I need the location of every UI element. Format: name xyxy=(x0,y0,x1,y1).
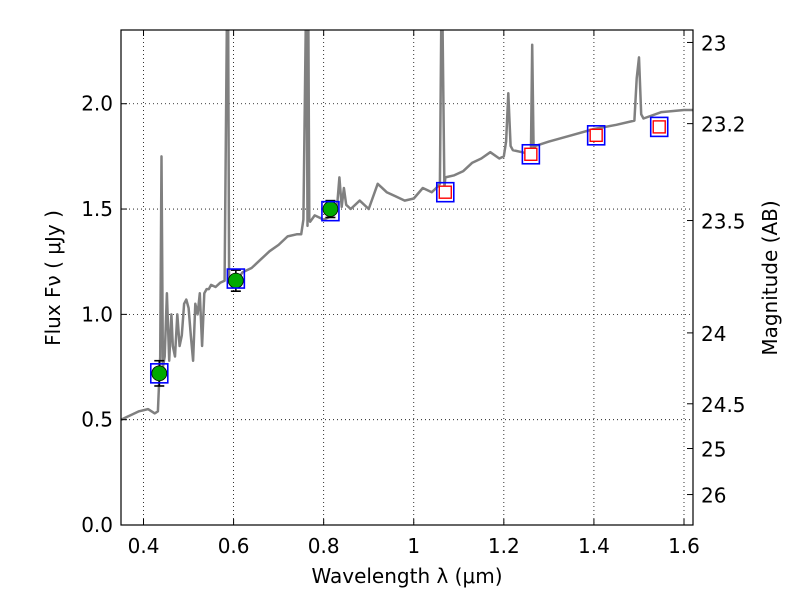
mag-tick-label: 24 xyxy=(701,322,726,346)
y-tick-label: 0.0 xyxy=(81,513,113,537)
x-tick-label: 1.2 xyxy=(488,534,520,558)
mag-tick-label: 23 xyxy=(701,31,726,55)
x-axis-label: Wavelength λ (μm) xyxy=(311,564,502,588)
model-box xyxy=(226,268,246,289)
x-tick-label: 0.6 xyxy=(218,534,250,558)
mag-tick-label: 26 xyxy=(701,484,726,508)
plot-frame xyxy=(120,29,694,526)
measured-point xyxy=(151,365,168,382)
model-box xyxy=(521,143,541,165)
spectrum-line xyxy=(121,30,693,421)
model-box xyxy=(586,125,606,146)
mag-tick-label: 23.2 xyxy=(701,113,746,137)
y-axis-label-left: Flux Fν ( μJy ) xyxy=(41,210,65,346)
predicted-point xyxy=(438,185,452,199)
mag-tick-label: 25 xyxy=(701,438,726,462)
predicted-point xyxy=(589,128,603,143)
measured-point xyxy=(322,201,339,217)
x-tick-label: 1.6 xyxy=(668,534,700,558)
x-tick-label: 0.4 xyxy=(128,534,160,558)
x-tick-label: 1 xyxy=(407,534,420,558)
model-box xyxy=(321,200,340,222)
x-tick-label: 1.4 xyxy=(578,534,610,558)
y-tick-label: 1.0 xyxy=(81,302,113,326)
y-tick-label: 2.0 xyxy=(81,92,113,116)
y-tick-label: 0.5 xyxy=(81,408,113,432)
y-tick-label: 1.5 xyxy=(81,197,113,221)
predicted-point xyxy=(652,120,666,134)
x-tick-label: 0.8 xyxy=(308,534,340,558)
y-axis-label-right: Magnitude (AB) xyxy=(758,200,782,355)
model-box xyxy=(435,181,455,203)
measured-point xyxy=(227,272,244,289)
photometry-markers xyxy=(149,116,669,387)
axis-ticks: 0.4 0.6 0.8 1 1.2 1.4 1.6 0.0 0.5 1.0 1.5 2.0 23 23.2… xyxy=(81,30,746,558)
model-box xyxy=(149,363,169,384)
mag-tick-label: 24.5 xyxy=(701,393,746,417)
model-box xyxy=(649,116,669,138)
predicted-point xyxy=(524,147,538,161)
plot-area xyxy=(121,30,693,421)
mag-tick-label: 23.5 xyxy=(701,210,746,234)
